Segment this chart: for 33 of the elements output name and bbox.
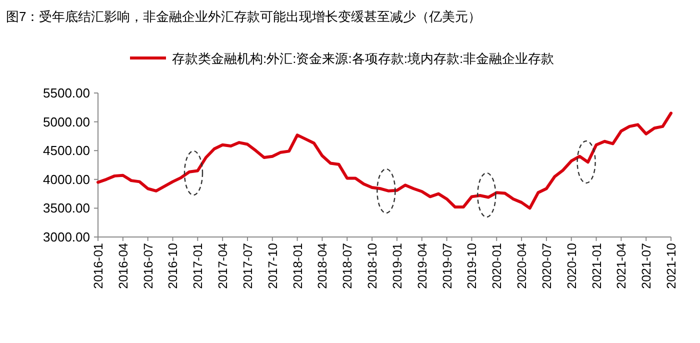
x-tick-label: 2021-01 (590, 242, 604, 289)
x-tick-label: 2016-10 (166, 242, 180, 289)
x-tick-label: 2017-04 (216, 242, 230, 289)
x-tick-label: 2020-07 (540, 242, 554, 289)
y-tick-label: 4500.00 (43, 143, 90, 158)
x-tick-label: 2018-10 (366, 242, 380, 289)
chart-title: 图7：受年底结汇影响，非金融企业外汇存款可能出现增长变缓甚至减少（亿美元） (6, 9, 482, 24)
x-tick-label: 2018-04 (316, 242, 330, 289)
x-tick-label: 2019-01 (390, 242, 404, 289)
x-tick-label: 2017-07 (240, 242, 255, 289)
x-tick-label: 2019-07 (440, 242, 454, 289)
x-tick-label: 2017-01 (191, 242, 206, 289)
y-tick-label: 3000.00 (43, 230, 90, 244)
x-tick-label: 2016-07 (141, 242, 156, 289)
x-tick-label: 2020-04 (515, 242, 530, 289)
y-tick-label: 4000.00 (43, 172, 90, 187)
x-tick-label: 2020-10 (564, 242, 579, 289)
x-tick-label: 2021-04 (614, 242, 629, 289)
x-tick-label: 2021-10 (664, 242, 678, 289)
legend-label: 存款类金融机构:外汇:资金来源:各项存款:境内存款:非金融企业存款 (172, 51, 554, 66)
x-tick-label: 2019-10 (465, 242, 480, 289)
y-tick-label: 5000.00 (43, 114, 90, 130)
line-series (96, 112, 672, 210)
x-tick-label: 2020-01 (490, 242, 504, 289)
y-tick-label: 3500.00 (43, 200, 90, 216)
x-tick-label: 2017-10 (266, 242, 280, 289)
y-tick-label: 5500.00 (43, 86, 90, 100)
x-tick-label: 2016-04 (116, 242, 130, 289)
x-tick-label: 2018-07 (340, 242, 355, 289)
x-tick-label: 2018-01 (290, 242, 305, 289)
x-tick-label: 2016-01 (92, 242, 106, 289)
x-tick-label: 2019-04 (415, 242, 430, 289)
x-tick-label: 2021-07 (640, 242, 654, 289)
